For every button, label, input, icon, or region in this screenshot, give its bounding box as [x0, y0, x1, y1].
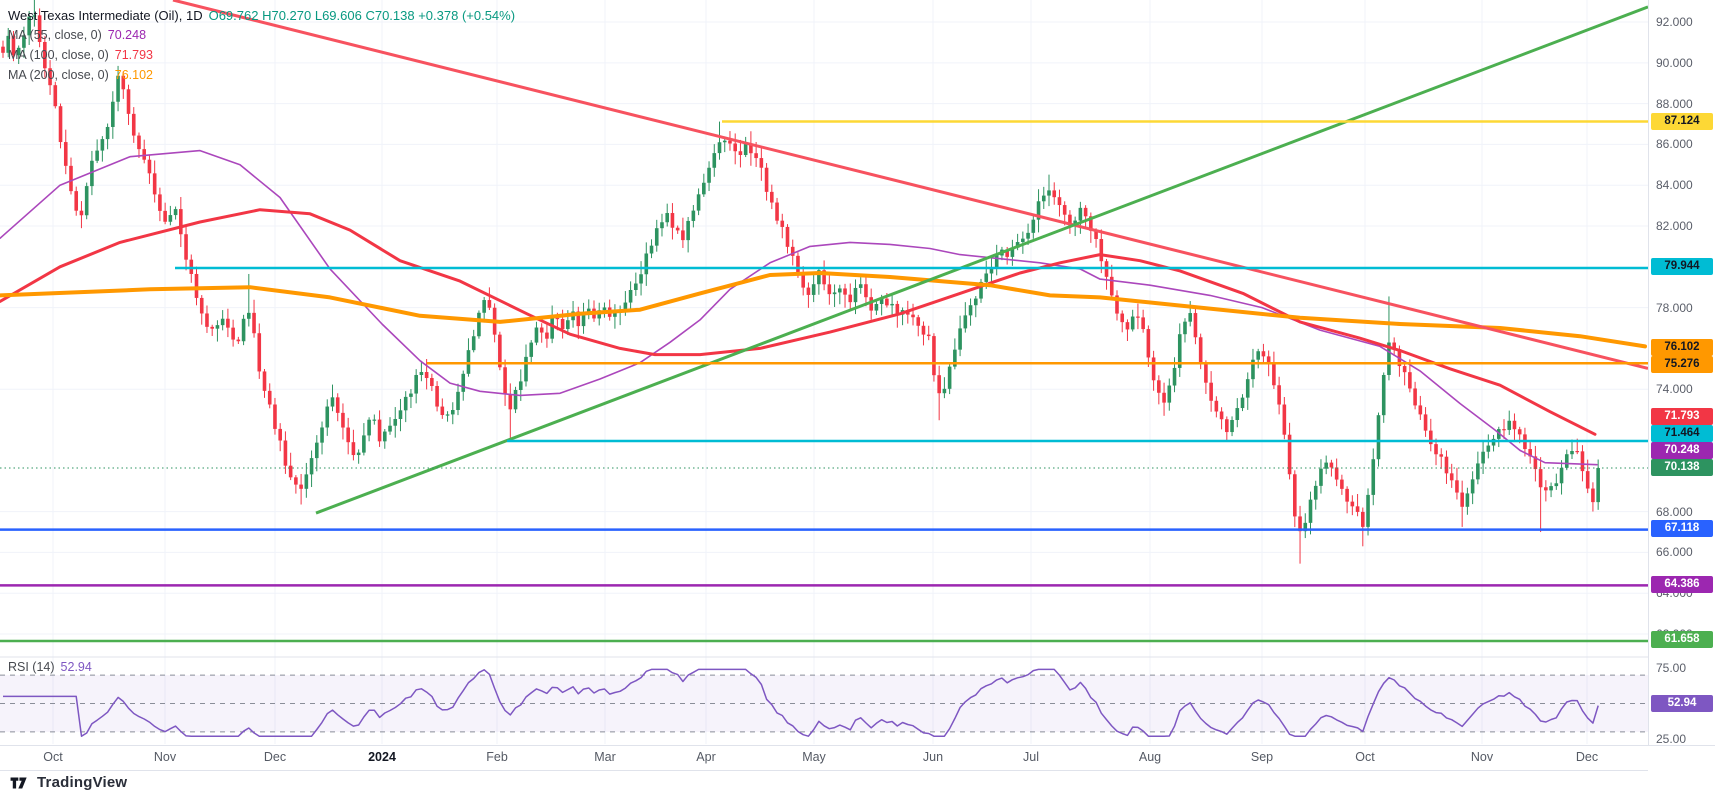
price-badge-64.386: 64.386 — [1651, 576, 1713, 593]
time-axis-label-sep[interactable]: Sep — [1250, 750, 1274, 764]
price-axis-label: 74.000 — [1656, 382, 1693, 397]
rsi-axis-label: 75.00 — [1656, 661, 1687, 675]
time-axis-label-nov[interactable]: Nov — [1470, 750, 1494, 764]
time-axis-label-may[interactable]: May — [802, 750, 826, 764]
price-axis-label: 78.000 — [1656, 300, 1693, 315]
price-axis-label: 88.000 — [1656, 96, 1693, 111]
price-axis-label: 92.000 — [1656, 15, 1693, 30]
horizontal-levels — [0, 120, 1648, 643]
price-axis-label: 86.000 — [1656, 137, 1693, 152]
tradingview-watermark[interactable]: TradingView — [10, 774, 127, 791]
rsi-line — [3, 668, 1599, 737]
time-axis-label-feb[interactable]: Feb — [486, 750, 508, 764]
time-axis-label-oct[interactable]: Oct — [1355, 750, 1375, 764]
price-badge-79.944: 79.944 — [1651, 258, 1713, 275]
price-badge-61.658: 61.658 — [1651, 631, 1713, 648]
time-axis-label-nov[interactable]: Nov — [153, 750, 177, 764]
price-badge-87.124: 87.124 — [1651, 113, 1713, 130]
tradingview-logo-icon — [10, 776, 27, 789]
trendlines — [172, 0, 1648, 515]
candlesticks — [1, 0, 1600, 564]
price-badge-70.138: 70.138 — [1651, 459, 1713, 476]
price-badge-76.102: 76.102 — [1651, 339, 1713, 356]
price-badge-70.248: 70.248 — [1651, 442, 1713, 459]
price-badge-67.118: 67.118 — [1651, 520, 1713, 537]
price-axis-label: 82.000 — [1656, 219, 1693, 234]
time-axis-label-apr[interactable]: Apr — [696, 750, 716, 764]
price-badge-71.464: 71.464 — [1651, 425, 1713, 442]
ma100-line — [0, 208, 1597, 436]
price-axis-label: 66.000 — [1656, 545, 1693, 560]
time-axis-label-jun[interactable]: Jun — [922, 750, 944, 764]
moving-averages — [0, 149, 1647, 466]
price-badge-52.94: 52.94 — [1651, 695, 1713, 712]
ascending-support — [315, 5, 1648, 515]
ma200-line — [0, 271, 1647, 349]
price-axis-label: 90.000 — [1656, 55, 1693, 70]
price-axis-label: 68.000 — [1656, 504, 1693, 519]
price-axis-label: 84.000 — [1656, 178, 1693, 193]
axis-corner — [1648, 745, 1715, 770]
price-badge-75.276: 75.276 — [1651, 356, 1713, 373]
time-axis-label-oct[interactable]: Oct — [43, 750, 63, 764]
tradingview-logo-text: TradingView — [37, 774, 128, 791]
time-axis-label-jul[interactable]: Jul — [1023, 750, 1039, 764]
time-axis-label-mar[interactable]: Mar — [594, 750, 616, 764]
price-axis[interactable]: 92.000 90.000 88.000 86.000 84.000 82.000 78.0… — [1648, 0, 1715, 769]
rsi-pane — [0, 668, 1648, 737]
time-axis[interactable]: Oct Nov Dec 2024 Feb Mar Apr May Jun Jul Aug Sep Oct… — [0, 745, 1648, 771]
ma55-line — [0, 149, 1598, 466]
gridlines — [0, 0, 1648, 744]
time-axis-label-aug[interactable]: Aug — [1138, 750, 1162, 764]
time-axis-label-2024[interactable]: 2024 — [368, 750, 396, 764]
time-axis-label-dec[interactable]: Dec — [1575, 750, 1599, 764]
time-axis-label-dec[interactable]: Dec — [263, 750, 287, 764]
rsi-axis-label: 25.00 — [1656, 732, 1687, 746]
chart-canvas[interactable] — [0, 0, 1648, 745]
descending-resistance — [172, 0, 1648, 370]
price-badge-71.793: 71.793 — [1651, 408, 1713, 425]
